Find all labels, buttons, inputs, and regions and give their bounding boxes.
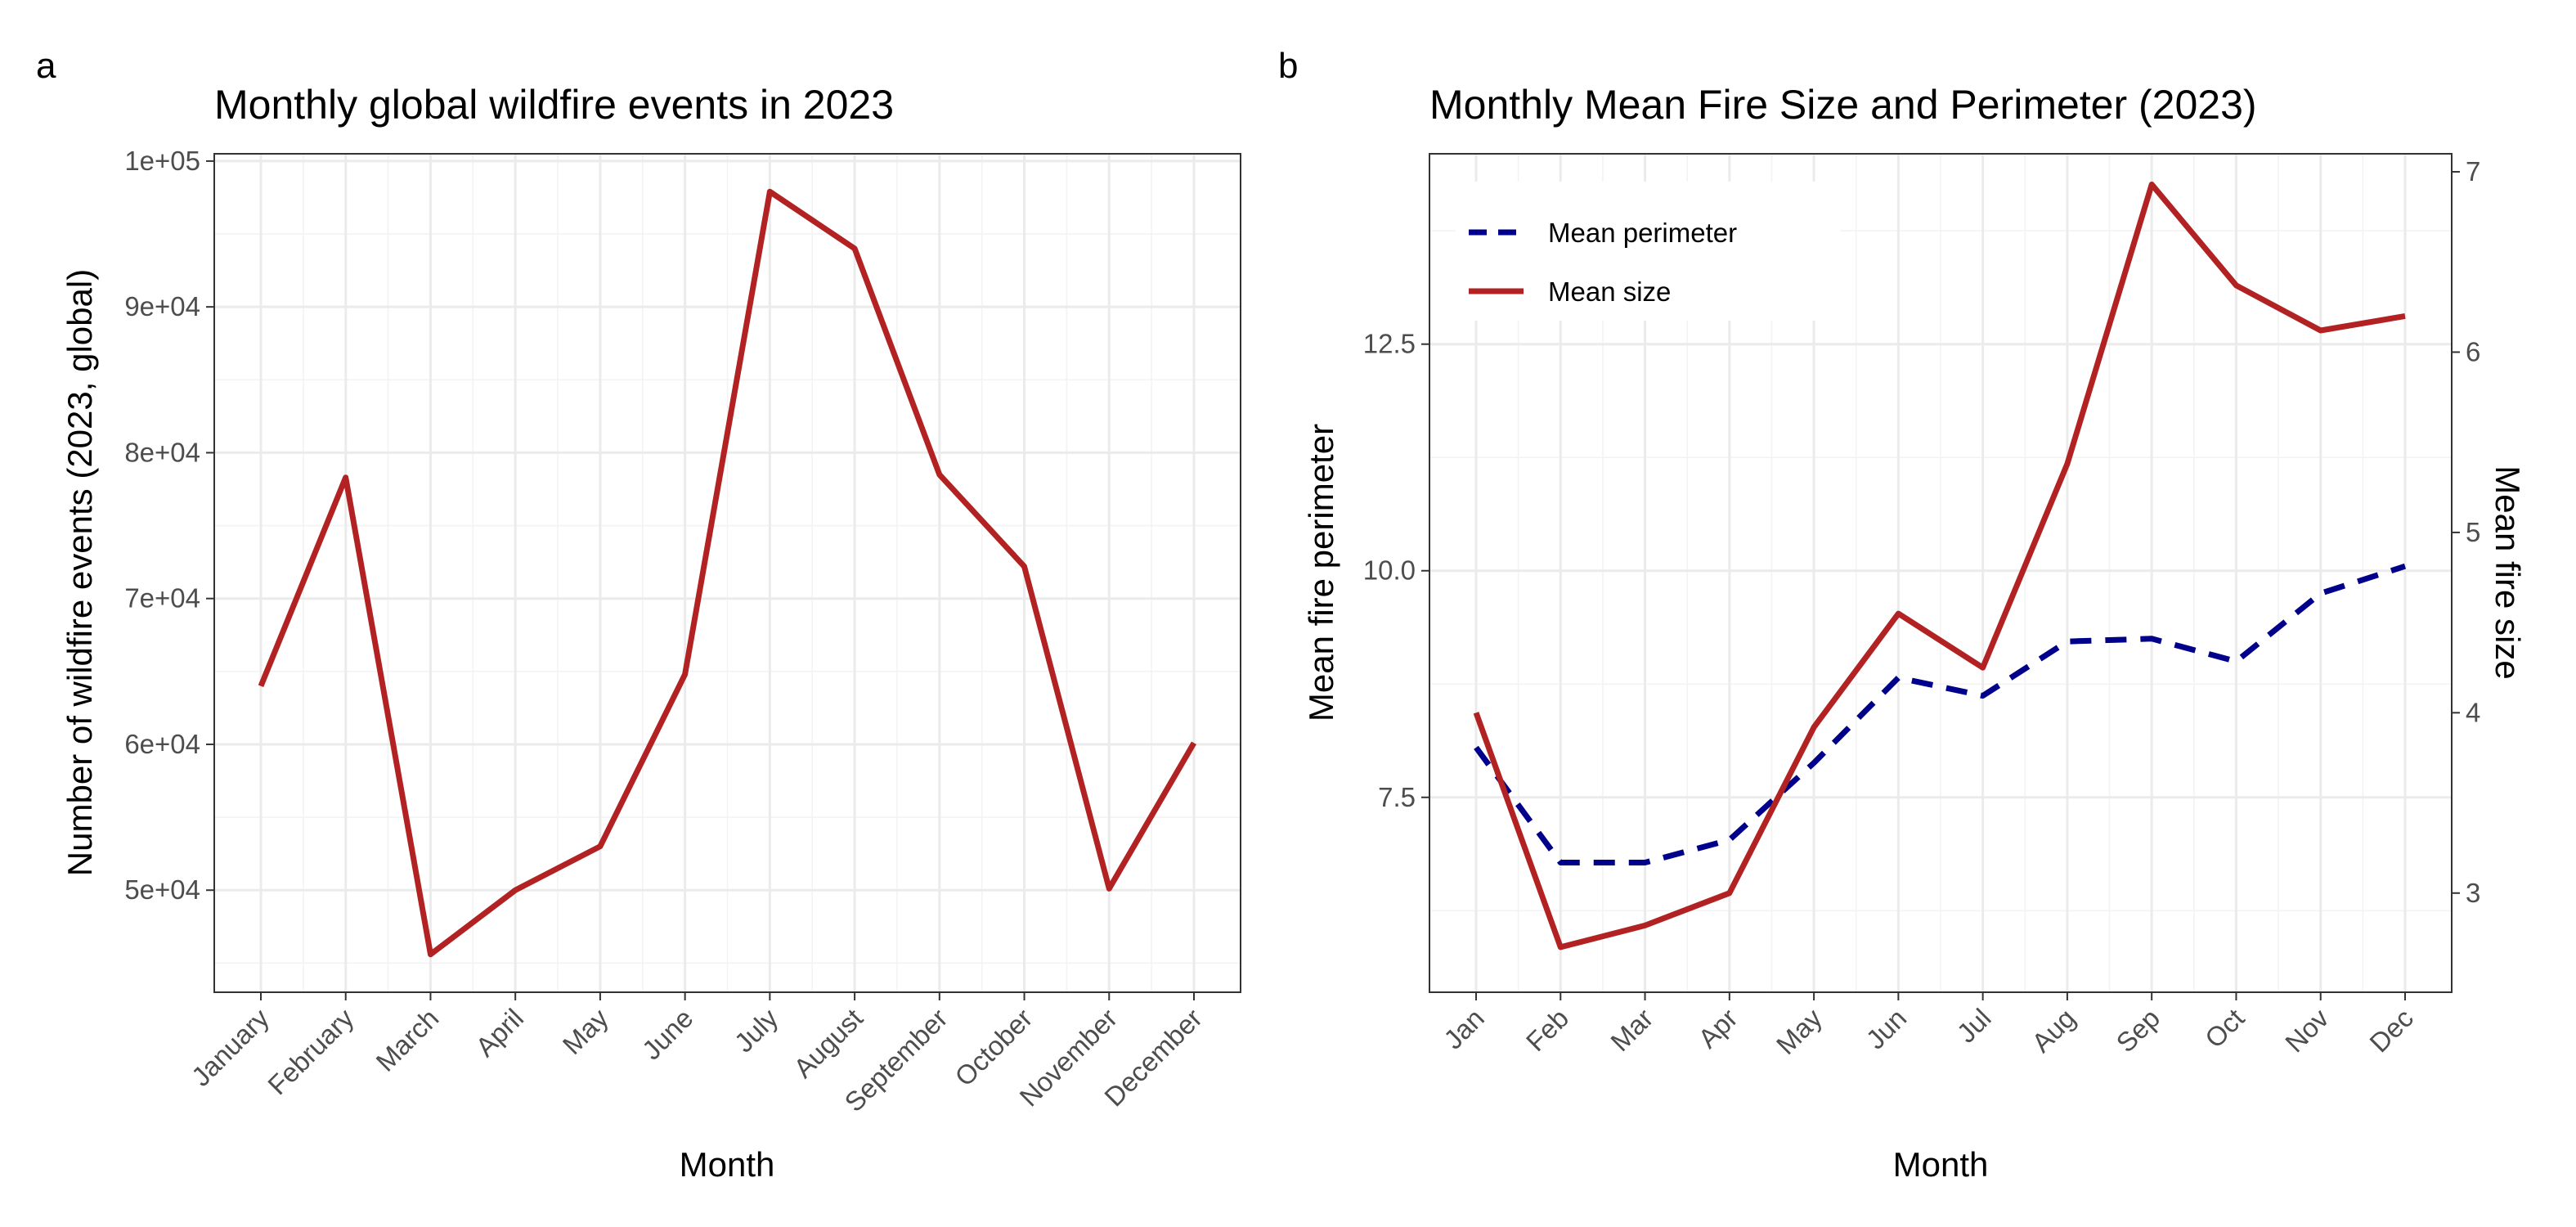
y-axis-title-a: Number of wildfire events (2023, global) (61, 269, 99, 876)
panel-b: b Monthly Mean Fire Size and Perimeter (… (1278, 46, 2527, 1184)
panel-label-a: a (36, 46, 56, 86)
x-tick-label: Apr (1692, 1003, 1743, 1054)
x-axis-b: Jan Feb Mar Apr May Jun Jul Aug Sep Oct Nov Dec (1438, 992, 2419, 1060)
chart-title-a: Monthly global wildfire events in 2023 (214, 82, 894, 128)
y-axis-right-b: 3 4 5 6 7 (2452, 156, 2480, 908)
series-line-events (258, 188, 1197, 958)
y-tick-label: 10.0 (1363, 555, 1416, 586)
y-right-tick-label: 7 (2466, 156, 2480, 187)
x-tick-label: Jul (1951, 1003, 1997, 1049)
x-tick-label: Mar (1604, 1003, 1658, 1057)
plot-border-a (213, 153, 1241, 993)
panel-label-b: b (1278, 46, 1298, 86)
series-line-mean-size (1473, 182, 2406, 951)
y-axis-title-left-b: Mean fire perimeter (1302, 424, 1340, 721)
y-tick-label: 1e+05 (124, 146, 200, 176)
x-tick-label: Nov (2279, 1002, 2335, 1058)
y-right-tick-label: 6 (2466, 336, 2480, 366)
panel-a: a Monthly global wildfire events in 2023… (36, 46, 1241, 1184)
x-tick-label: Dec (2363, 1003, 2419, 1058)
x-tick-label: Feb (1520, 1003, 1574, 1057)
y-right-tick-label: 3 (2466, 878, 2480, 908)
x-tick-label: Sep (2110, 1003, 2165, 1058)
x-tick-label: July (729, 1002, 784, 1058)
y-right-tick-label: 4 (2466, 697, 2480, 727)
y-tick-label: 7.5 (1378, 782, 1416, 812)
x-tick-label: August (788, 1003, 868, 1084)
y-tick-label: 7e+04 (124, 583, 200, 614)
legend-label-mean-size: Mean size (1548, 276, 1671, 307)
legend-label-mean-perimeter: Mean perimeter (1548, 218, 1737, 248)
x-tick-label: May (557, 1002, 615, 1060)
y-axis-title-right-b: Mean fire size (2488, 465, 2527, 679)
x-axis-title-b: Month (1893, 1145, 1989, 1184)
y-tick-label: 8e+04 (124, 437, 200, 467)
x-tick-label: June (636, 1003, 699, 1066)
y-tick-label: 6e+04 (124, 729, 200, 759)
x-tick-label: Oct (2199, 1003, 2250, 1054)
y-axis-a: 5e+04 6e+04 7e+04 8e+04 9e+04 1e+05 (124, 146, 214, 905)
y-tick-label: 5e+04 (124, 874, 200, 905)
legend-background (1456, 182, 1840, 321)
y-right-tick-label: 5 (2466, 517, 2480, 547)
y-tick-label: 12.5 (1363, 329, 1416, 359)
x-tick-label: March (370, 1003, 444, 1077)
y-tick-label: 9e+04 (124, 291, 200, 321)
x-tick-label: April (469, 1003, 529, 1063)
series-b (1473, 182, 2407, 951)
x-tick-label: Jan (1438, 1003, 1490, 1055)
chart-title-b: Monthly Mean Fire Size and Perimeter (20… (1429, 82, 2257, 128)
series-a (258, 188, 1197, 958)
x-tick-label: February (262, 1002, 360, 1100)
y-axis-left-b: 7.5 10.0 12.5 (1363, 329, 1429, 812)
x-tick-label: Aug (2026, 1003, 2081, 1058)
grid-a (214, 154, 1241, 992)
series-line-mean-perimeter (1474, 563, 2407, 865)
x-tick-label: May (1770, 1002, 1829, 1060)
legend: Mean perimeter Mean size (1456, 182, 1840, 321)
x-tick-label: Jun (1860, 1003, 1913, 1055)
plot-border-b (1429, 153, 2453, 993)
x-axis-title-a: Month (680, 1145, 775, 1184)
